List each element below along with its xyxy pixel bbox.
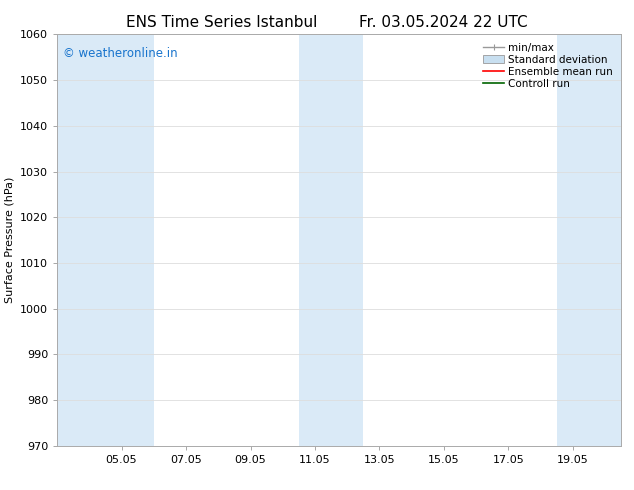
Bar [299,34,363,446]
Text: Fr. 03.05.2024 22 UTC: Fr. 03.05.2024 22 UTC [359,15,528,30]
Bar [557,34,621,446]
Y-axis label: Surface Pressure (hPa): Surface Pressure (hPa) [4,177,15,303]
Text: ENS Time Series Istanbul: ENS Time Series Istanbul [126,15,318,30]
Legend: min/max, Standard deviation, Ensemble mean run, Controll run: min/max, Standard deviation, Ensemble me… [480,40,616,92]
Bar [57,34,154,446]
Text: © weatheronline.in: © weatheronline.in [63,47,178,60]
